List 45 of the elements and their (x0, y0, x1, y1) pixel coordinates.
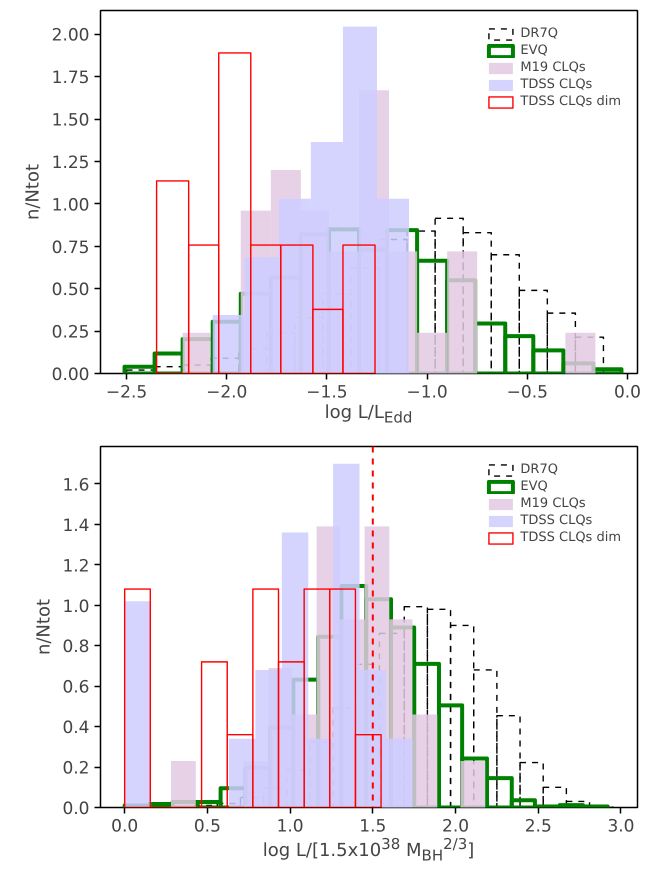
legend-label: DR7Q (520, 26, 558, 41)
legend-label: TDSS CLQs dim (520, 94, 621, 109)
legend-label: EVQ (520, 43, 548, 58)
y-tick-label: 0.75 (52, 238, 90, 258)
y-tick-label: 1.50 (52, 110, 90, 131)
legend-label: TDSS CLQs (520, 513, 592, 528)
x-tick-label: −2.0 (206, 382, 248, 402)
x-tick-label: −1.5 (306, 382, 348, 402)
x-tick-label: 1.0 (276, 816, 304, 836)
legend-label: M19 CLQs (520, 496, 586, 511)
x-tick-label: 3.0 (607, 816, 634, 836)
legend-label: M19 CLQs (520, 60, 586, 75)
legend-label: EVQ (520, 479, 548, 494)
y-tick-label: 1.6 (62, 475, 90, 496)
y-tick-label: 0.25 (52, 322, 90, 343)
y-tick-label: 0.6 (62, 678, 90, 698)
y-tick-label: 1.75 (52, 68, 90, 88)
y-tick-label: 1.2 (62, 556, 90, 576)
y-axis-title: n/Ntot (22, 164, 44, 220)
x-tick-label: −2.5 (106, 382, 148, 402)
y-tick-label: 1.25 (52, 152, 90, 173)
y-tick-label: 0.00 (52, 365, 90, 385)
x-tick-label: 0.0 (614, 382, 642, 402)
x-tick-label: −0.5 (506, 382, 548, 402)
y-tick-label: 0.0 (62, 799, 90, 819)
y-tick-label: 0.8 (62, 637, 90, 658)
y-tick-label: 0.4 (62, 718, 90, 738)
x-tick-label: −1.0 (406, 382, 448, 402)
y-tick-label: 1.4 (62, 516, 90, 536)
legend-label: TDSS CLQs (520, 77, 592, 92)
y-axis-title: n/Ntot (33, 598, 54, 656)
y-tick-label: 1.0 (62, 596, 90, 617)
legend-label: TDSS CLQs dim (520, 530, 621, 545)
x-axis-title: log L/L$_{Edd}$ (324, 402, 412, 427)
x-tick-label: 2.5 (524, 816, 552, 836)
x-tick-label: 0.0 (111, 816, 138, 836)
y-tick-label: 0.50 (52, 280, 90, 300)
x-tick-label: 0.5 (194, 816, 221, 836)
y-tick-label: 1.00 (52, 195, 90, 216)
y-tick-label: 0.2 (62, 758, 90, 779)
x-tick-label: 1.5 (359, 816, 386, 836)
x-tick-label: 2.0 (442, 816, 470, 836)
y-tick-label: 2.00 (52, 26, 90, 46)
legend-label: DR7Q (520, 462, 558, 477)
x-axis-title: log L/[1.5x10$^{38}$ M$_{BH}$$^{2/3}$] (262, 835, 474, 865)
